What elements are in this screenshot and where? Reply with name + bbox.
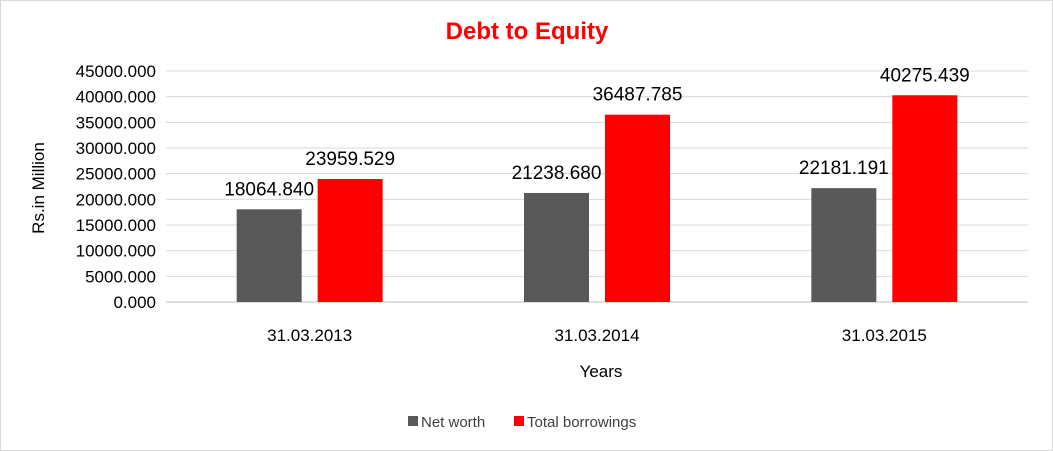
bar-total-borrowings (317, 179, 383, 302)
gridlines (166, 70, 1028, 303)
data-labels: 18064.840 23959.529 21238.680 36487.785 2218… (224, 65, 969, 200)
y-axis-label: Rs.in Million (29, 142, 48, 234)
data-label: 18064.840 (224, 179, 314, 200)
data-label: 40275.439 (880, 65, 970, 86)
x-axis-label: Years (580, 362, 623, 381)
x-tick-label: 31.03.2015 (842, 326, 927, 345)
y-tick-label: 35000.000 (76, 113, 156, 132)
y-tick-label: 45000.000 (76, 62, 156, 81)
y-tick-label: 30000.000 (76, 139, 156, 158)
legend-label: Net worth (421, 414, 485, 431)
y-tick-label: 5000.000 (85, 267, 156, 286)
y-axis-ticks: 0.000 5000.000 10000.000 15000.000 20000.000… (76, 62, 156, 312)
x-tick-label: 31.03.2013 (267, 326, 352, 345)
y-tick-label: 40000.000 (76, 88, 156, 107)
bar-net-worth (236, 209, 302, 302)
legend: Net worth Total borrowings (408, 414, 636, 431)
legend-swatch (514, 416, 524, 426)
data-label: 21238.680 (512, 163, 602, 184)
bars (236, 95, 958, 302)
chart-title: Debt to Equity (446, 18, 609, 45)
y-tick-label: 10000.000 (76, 242, 156, 261)
y-tick-label: 20000.000 (76, 190, 156, 209)
bar-net-worth (811, 188, 877, 302)
y-tick-label: 25000.000 (76, 165, 156, 184)
data-label: 22181.191 (799, 158, 889, 179)
data-label: 23959.529 (305, 149, 395, 170)
bar-net-worth (524, 192, 589, 302)
bar-total-borrowings (892, 95, 958, 302)
legend-swatch (408, 416, 418, 426)
y-tick-label: 15000.000 (76, 216, 156, 235)
x-tick-label: 31.03.2014 (554, 326, 639, 345)
y-tick-label: 0.000 (113, 293, 156, 312)
data-label: 36487.785 (593, 85, 683, 106)
x-axis-ticks: 31.03.2013 31.03.2014 31.03.2015 (267, 326, 927, 345)
legend-label: Total borrowings (527, 414, 636, 431)
bar-total-borrowings (605, 114, 670, 302)
